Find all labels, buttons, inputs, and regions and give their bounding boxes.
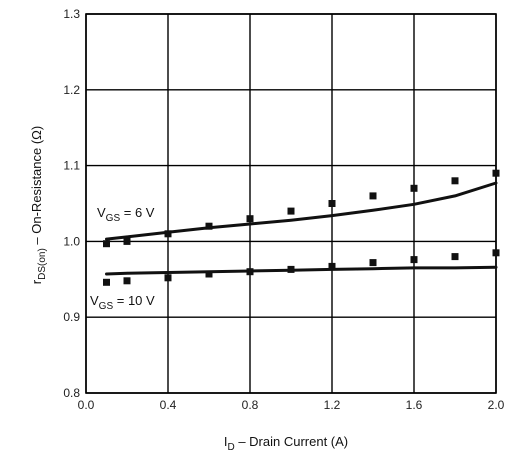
y-tick-label: 1.3 — [63, 7, 80, 21]
x-tick-label: 0.4 — [160, 398, 177, 412]
data-point-marker — [205, 270, 213, 278]
data-point-marker — [287, 207, 295, 215]
data-point-marker — [287, 265, 295, 273]
data-point-marker — [164, 230, 172, 238]
data-point-marker — [451, 253, 459, 261]
series-label-vgs-6: VGS = 6 V — [97, 205, 155, 224]
series-line-1 — [105, 265, 498, 276]
series-line-0 — [105, 181, 498, 241]
data-point-marker — [328, 262, 336, 270]
data-point-marker — [410, 256, 418, 264]
x-tick-label: 0.0 — [78, 398, 95, 412]
y-tick-label: 1.2 — [63, 83, 80, 97]
data-point-marker — [492, 249, 500, 257]
x-axis-label: ID – Drain Current (A) — [224, 434, 348, 453]
series-layer — [103, 169, 500, 286]
data-point-marker — [123, 277, 131, 285]
plot-frame — [85, 13, 497, 394]
data-point-marker — [103, 278, 110, 286]
data-point-marker — [451, 177, 459, 185]
data-point-marker — [164, 274, 172, 282]
data-point-marker — [328, 200, 336, 207]
data-point-marker — [123, 237, 131, 245]
y-tick-label: 0.8 — [63, 386, 80, 400]
data-point-marker — [205, 222, 213, 230]
series-label-vgs-10: VGS = 10 V — [90, 293, 155, 312]
x-tick-label: 1.6 — [406, 398, 423, 412]
data-point-marker — [246, 215, 254, 223]
tick-labels: 0.0 0.4 0.8 1.2 1.6 2.0 0.8 0.9 1.0 1.1 1.2 1.3 — [63, 7, 504, 412]
y-tick-label: 1.0 — [63, 234, 80, 248]
y-axis-label: rDS(on) – On-Resistance (Ω) — [29, 126, 48, 284]
y-tick-label: 1.1 — [63, 159, 80, 173]
x-tick-label: 0.8 — [242, 398, 259, 412]
data-point-marker — [410, 184, 418, 192]
data-point-marker — [246, 268, 254, 276]
grid — [85, 13, 497, 394]
y-tick-label: 0.9 — [63, 310, 80, 324]
data-point-marker — [369, 192, 377, 200]
data-point-marker — [103, 240, 110, 248]
data-point-marker — [492, 169, 500, 177]
data-point-marker — [369, 259, 377, 267]
x-tick-label: 2.0 — [488, 398, 505, 412]
x-tick-label: 1.2 — [324, 398, 341, 412]
